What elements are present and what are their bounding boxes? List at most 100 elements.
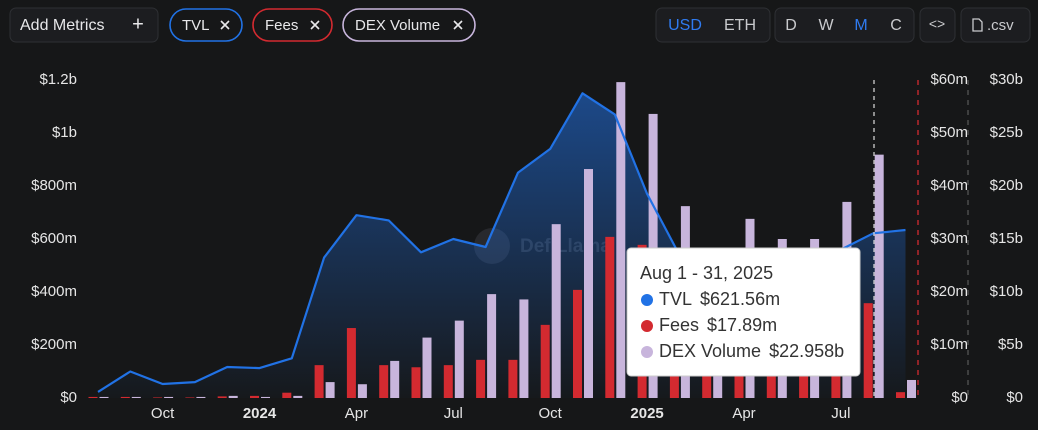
bar: [379, 365, 389, 398]
bar: [831, 360, 841, 398]
bar: [250, 395, 259, 398]
y-tick-label: $0: [60, 389, 77, 406]
y2-tick-label: $0: [951, 389, 968, 406]
remove-icon: [310, 20, 320, 30]
bar: [443, 365, 453, 398]
x-tick-label: Oct: [539, 405, 563, 422]
bar: [874, 154, 884, 398]
bar: [185, 397, 195, 398]
y2-tick-label: $50m: [930, 124, 968, 141]
tooltip-value: $621.56m: [700, 289, 780, 309]
plot-area: DefiLlama$0$200m$400m$600m$800m$1b$1.2b$…: [31, 71, 1023, 422]
tooltip-row: Fees $17.89m: [659, 315, 777, 335]
tooltip-series-name: DEX Volume: [659, 341, 761, 361]
bar: [390, 360, 400, 398]
bar: [164, 396, 174, 398]
bar: [584, 169, 593, 398]
metric-chip-label: Fees: [265, 17, 298, 34]
metric-chip-label: TVL: [182, 17, 210, 34]
tooltip-series-name: Fees: [659, 315, 699, 335]
y2-tick-label: $30m: [930, 230, 968, 247]
currency-option[interactable]: ETH: [724, 17, 756, 34]
bar: [540, 324, 550, 398]
remove-icon: [220, 20, 230, 30]
y2-tick-label: $10m: [930, 336, 968, 353]
remove-icon: [453, 20, 463, 30]
tooltip-dot: [641, 346, 653, 358]
y3-tick-label: $30b: [990, 71, 1023, 88]
x-tick-label: Jul: [831, 405, 850, 422]
bar: [293, 395, 303, 398]
bar: [508, 359, 518, 398]
y3-tick-label: $10b: [990, 283, 1023, 300]
y3-tick-label: $15b: [990, 230, 1023, 247]
x-tick-label: Apr: [345, 405, 368, 422]
y3-tick-label: $0: [1006, 389, 1023, 406]
bar: [346, 328, 356, 398]
y2-tick-label: $40m: [930, 177, 968, 194]
bar: [863, 303, 873, 398]
bar: [896, 392, 905, 398]
tooltip-row: DEX Volume $22.958b: [659, 341, 844, 361]
tooltip-value: $22.958b: [769, 341, 844, 361]
csv-label: .csv: [987, 17, 1014, 34]
x-tick-label: Oct: [151, 405, 175, 422]
tooltip-title: Aug 1 - 31, 2025: [640, 263, 773, 283]
bar: [551, 224, 561, 398]
tooltip-row: TVL $621.56m: [659, 289, 780, 309]
x-tick-label: 2024: [243, 405, 277, 422]
bar: [153, 397, 163, 398]
bar: [519, 299, 529, 398]
period-option[interactable]: C: [890, 17, 902, 34]
bar: [120, 396, 130, 398]
bar: [799, 366, 809, 398]
y-tick-label: $1b: [52, 124, 77, 141]
metric-chip[interactable]: [169, 8, 243, 42]
bar: [131, 396, 141, 398]
bar: [411, 367, 421, 398]
x-tick-label: Apr: [732, 405, 755, 422]
bar: [702, 355, 712, 398]
metric-chips: TVL Fees DEX Volume: [169, 8, 476, 42]
bar: [907, 379, 916, 398]
period-option[interactable]: M: [854, 17, 867, 34]
bar: [766, 366, 776, 398]
bar: [99, 396, 109, 398]
csv-button[interactable]: [960, 7, 1031, 43]
bar: [616, 82, 626, 399]
x-tick-label: 2025: [630, 405, 663, 422]
y3-tick-label: $25b: [990, 124, 1023, 141]
bar: [605, 236, 615, 398]
bar: [88, 396, 98, 398]
y3-tick-label: $20b: [990, 177, 1023, 194]
bar: [734, 360, 744, 398]
metric-chip[interactable]: [252, 8, 333, 42]
bar: [325, 382, 335, 398]
file-icon: [972, 18, 983, 32]
y-tick-label: $400m: [31, 283, 77, 300]
bar: [422, 337, 432, 398]
add-metrics-label: Add Metrics: [20, 17, 104, 34]
period-option[interactable]: D: [785, 17, 797, 34]
period-option[interactable]: W: [818, 17, 834, 34]
metric-chip[interactable]: [342, 8, 476, 42]
metric-chip-label: DEX Volume: [355, 17, 440, 34]
period-toggle: [774, 7, 915, 43]
tooltip-dot: [641, 320, 653, 332]
y2-tick-label: $20m: [930, 283, 968, 300]
embed-icon: <>: [929, 16, 945, 32]
y-tick-label: $200m: [31, 336, 77, 353]
bar: [282, 392, 292, 398]
bar: [261, 396, 270, 398]
bar: [476, 359, 486, 398]
tooltip-value: $17.89m: [707, 315, 777, 335]
bar: [573, 289, 582, 398]
y-tick-label: $600m: [31, 230, 77, 247]
embed-button[interactable]: [919, 7, 956, 43]
currency-option[interactable]: USD: [668, 17, 702, 34]
x-tick-label: Jul: [444, 405, 463, 422]
add-metrics-button[interactable]: [9, 7, 159, 43]
bar: [217, 396, 227, 398]
